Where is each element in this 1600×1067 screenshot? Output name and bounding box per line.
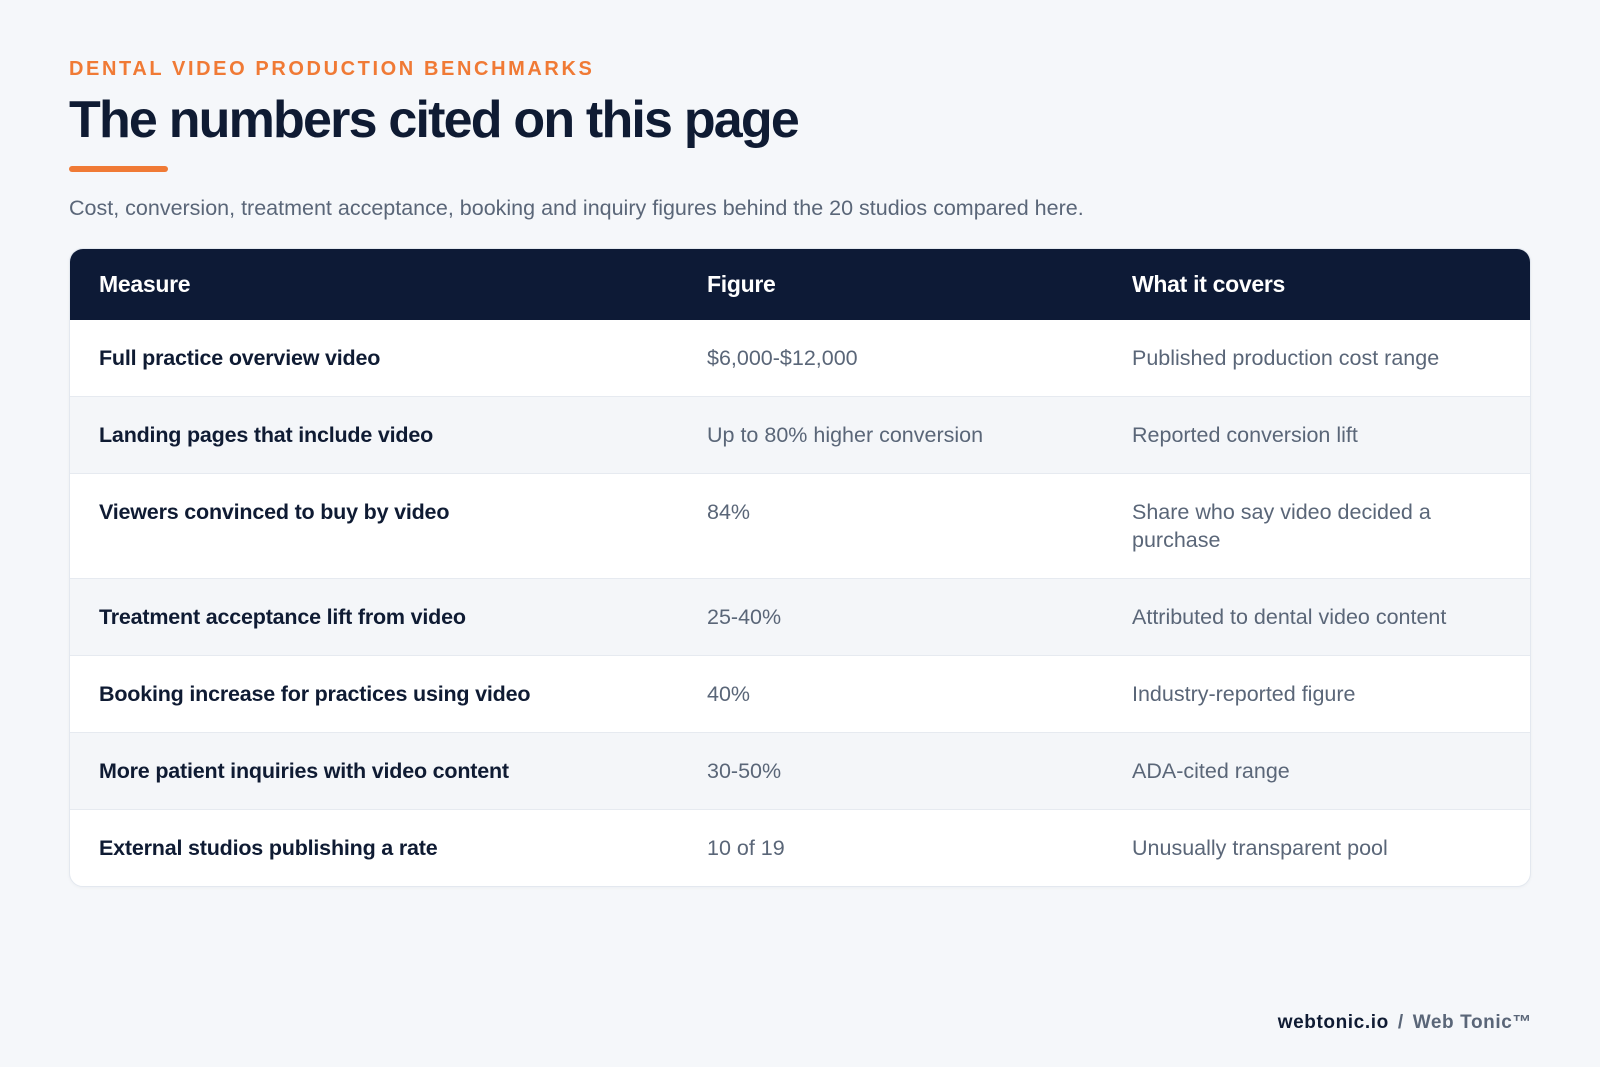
cell-figure: Up to 80% higher conversion — [678, 396, 1103, 474]
cell-covers: Published production cost range — [1132, 346, 1440, 370]
cell-measure: Viewers convinced to buy by video — [70, 473, 678, 579]
table-row: Treatment acceptance lift from video 25-… — [70, 578, 1530, 656]
table-header-row: Measure Figure What it covers — [70, 249, 1530, 320]
cell-figure: 25-40% — [678, 578, 1103, 656]
footer-separator: / — [1397, 1012, 1404, 1033]
table-row: Full practice overview video $6,000-$12,… — [70, 320, 1530, 397]
cell-covers: Unusually transparent pool — [1103, 809, 1530, 886]
table-row: Booking increase for practices using vid… — [70, 655, 1530, 733]
cell-measure: Full practice overview video — [99, 346, 381, 370]
cell-measure: Booking increase for practices using vid… — [70, 655, 678, 733]
cell-measure: More patient inquiries with video conten… — [70, 732, 678, 810]
column-header-covers: What it covers — [1103, 249, 1530, 320]
cell-covers: Reported conversion lift — [1103, 396, 1530, 474]
cell-covers: Share who say video decided a purchase — [1103, 473, 1530, 579]
title-underline-accent — [69, 166, 168, 172]
cell-figure: 30-50% — [678, 732, 1103, 810]
table-row: External studios publishing a rate 10 of… — [70, 809, 1530, 886]
cell-figure: $6,000-$12,000 — [707, 346, 858, 370]
column-header-measure: Measure — [70, 249, 678, 320]
cell-covers: ADA-cited range — [1103, 732, 1530, 810]
table-header: Measure Figure What it covers — [70, 249, 1530, 320]
cell-measure: External studios publishing a rate — [70, 809, 678, 886]
cell-covers: Attributed to dental video content — [1103, 578, 1530, 656]
footer-domain: webtonic.io — [1277, 1012, 1389, 1033]
cell-covers: Industry-reported figure — [1103, 655, 1530, 733]
table-row: Landing pages that include video Up to 8… — [70, 396, 1530, 474]
page-subtitle: Cost, conversion, treatment acceptance, … — [69, 196, 1084, 220]
benchmarks-table-card: Measure Figure What it covers Full pract… — [69, 248, 1531, 887]
cell-measure: Landing pages that include video — [70, 396, 678, 474]
footer-credit: webtonic.io / Web Tonic™ — [1278, 1012, 1532, 1034]
footer-brand: Web Tonic™ — [1412, 1012, 1532, 1033]
table-row: Viewers convinced to buy by video 84% Sh… — [70, 473, 1530, 579]
benchmarks-table: Measure Figure What it covers Full pract… — [70, 249, 1530, 886]
cell-figure: 10 of 19 — [678, 809, 1103, 886]
column-header-figure: Figure — [678, 249, 1103, 320]
page-title: The numbers cited on this page — [69, 91, 800, 149]
table-row: More patient inquiries with video conten… — [70, 732, 1530, 810]
eyebrow-label: DENTAL VIDEO PRODUCTION BENCHMARKS — [69, 58, 595, 80]
table-body: Full practice overview video $6,000-$12,… — [70, 320, 1530, 886]
cell-figure: 40% — [678, 655, 1103, 733]
cell-measure: Treatment acceptance lift from video — [70, 578, 678, 656]
cell-figure: 84% — [678, 473, 1103, 579]
